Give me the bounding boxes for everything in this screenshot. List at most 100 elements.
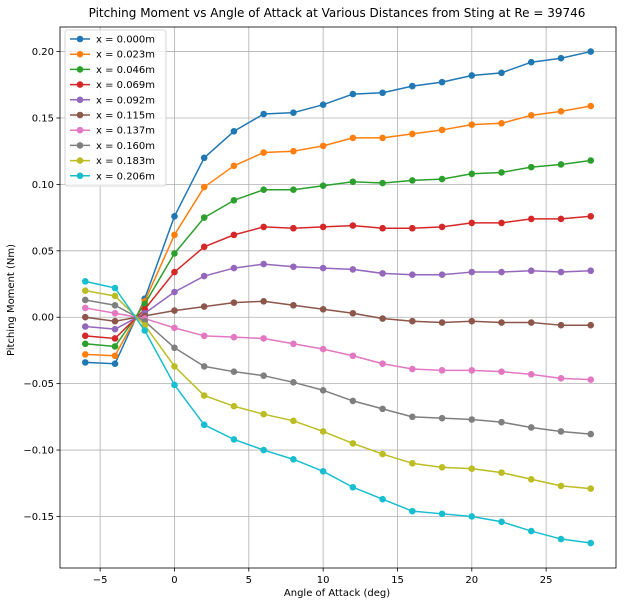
data-point xyxy=(498,219,505,227)
data-point xyxy=(587,539,595,547)
data-point xyxy=(81,278,89,285)
data-point xyxy=(409,507,416,515)
data-point xyxy=(557,428,565,435)
legend-label: x = 0.069m xyxy=(96,80,155,91)
x-tick-label: 20 xyxy=(465,575,478,586)
data-point xyxy=(527,527,535,535)
data-point xyxy=(587,102,595,110)
series-line xyxy=(85,280,591,544)
data-point xyxy=(260,260,267,268)
data-point xyxy=(468,513,476,520)
data-point xyxy=(409,413,416,421)
x-tick-label: 10 xyxy=(317,575,330,586)
data-point xyxy=(290,186,297,194)
data-point xyxy=(230,127,238,135)
data-point xyxy=(260,297,267,305)
x-tick-label: 15 xyxy=(391,575,404,586)
data-point xyxy=(468,219,476,227)
data-point xyxy=(468,170,476,178)
legend-label: x = 0.000m xyxy=(96,35,155,46)
data-point xyxy=(498,319,505,326)
legend-label: x = 0.160m xyxy=(96,141,155,152)
chart-title: Pitching Moment vs Angle of Attack at Va… xyxy=(89,6,586,20)
data-point xyxy=(587,267,595,275)
data-point xyxy=(557,535,565,543)
data-point xyxy=(587,376,595,383)
data-point xyxy=(230,333,238,341)
data-point xyxy=(141,327,149,334)
data-point xyxy=(290,340,297,348)
legend-marker xyxy=(76,35,84,43)
data-point xyxy=(200,332,208,340)
data-point xyxy=(319,345,327,353)
data-point xyxy=(349,483,357,491)
data-point xyxy=(111,309,119,317)
data-point xyxy=(230,402,238,410)
data-point xyxy=(438,510,446,518)
legend-marker xyxy=(76,142,84,149)
data-point xyxy=(171,231,178,239)
data-point xyxy=(468,121,476,128)
data-point xyxy=(468,72,476,79)
axis-ticks: −5 0 5 10 15 20 25 −0.15 −0.10 −0.05 0.00 0.05 0.10 0… xyxy=(23,47,552,586)
data-point xyxy=(409,365,416,373)
y-tick-label: 0.10 xyxy=(32,180,54,191)
series-line xyxy=(85,263,591,330)
data-point xyxy=(498,119,505,127)
data-point xyxy=(260,335,267,342)
legend-marker xyxy=(76,96,84,104)
x-axis-label: Angle of Attack (deg) xyxy=(284,588,390,599)
data-point xyxy=(200,243,208,251)
data-point xyxy=(409,82,416,90)
legend-marker xyxy=(76,81,84,88)
data-point xyxy=(498,69,505,77)
series-group xyxy=(81,304,595,383)
data-point xyxy=(557,268,565,276)
series-group xyxy=(81,278,595,547)
data-point xyxy=(438,414,446,422)
data-point xyxy=(81,313,89,321)
data-point xyxy=(349,352,357,360)
data-point xyxy=(319,468,327,475)
x-tick-label: 0 xyxy=(171,575,177,586)
data-point xyxy=(409,317,416,325)
data-point xyxy=(498,169,505,176)
data-point xyxy=(141,300,149,308)
data-point xyxy=(260,223,267,231)
data-point xyxy=(498,368,505,375)
data-point xyxy=(290,109,297,116)
data-point xyxy=(468,268,476,276)
data-point xyxy=(230,368,238,375)
data-point xyxy=(379,134,386,142)
data-point xyxy=(349,222,357,229)
legend-box xyxy=(64,29,167,187)
data-point xyxy=(438,319,446,326)
y-tick-label: 0.05 xyxy=(32,246,54,257)
data-point xyxy=(498,268,505,276)
legend-label: x = 0.183m xyxy=(96,156,155,167)
data-point xyxy=(587,48,595,55)
data-point xyxy=(111,301,119,309)
data-point xyxy=(557,215,565,223)
data-point xyxy=(587,212,595,220)
data-point xyxy=(468,317,476,325)
data-point xyxy=(379,450,386,458)
data-point xyxy=(527,475,535,483)
data-point xyxy=(319,386,327,394)
data-point xyxy=(171,250,178,257)
data-point xyxy=(379,315,386,322)
data-point xyxy=(200,154,208,162)
series-line xyxy=(85,299,591,435)
data-point xyxy=(290,301,297,309)
data-point xyxy=(81,323,89,330)
data-point xyxy=(379,495,386,503)
data-point xyxy=(230,162,238,170)
legend-label: x = 0.046m xyxy=(96,65,155,76)
data-point xyxy=(230,264,238,272)
data-point xyxy=(171,268,178,276)
data-point xyxy=(587,485,595,492)
data-point xyxy=(319,101,327,109)
data-point xyxy=(587,157,595,164)
data-point xyxy=(200,363,208,370)
